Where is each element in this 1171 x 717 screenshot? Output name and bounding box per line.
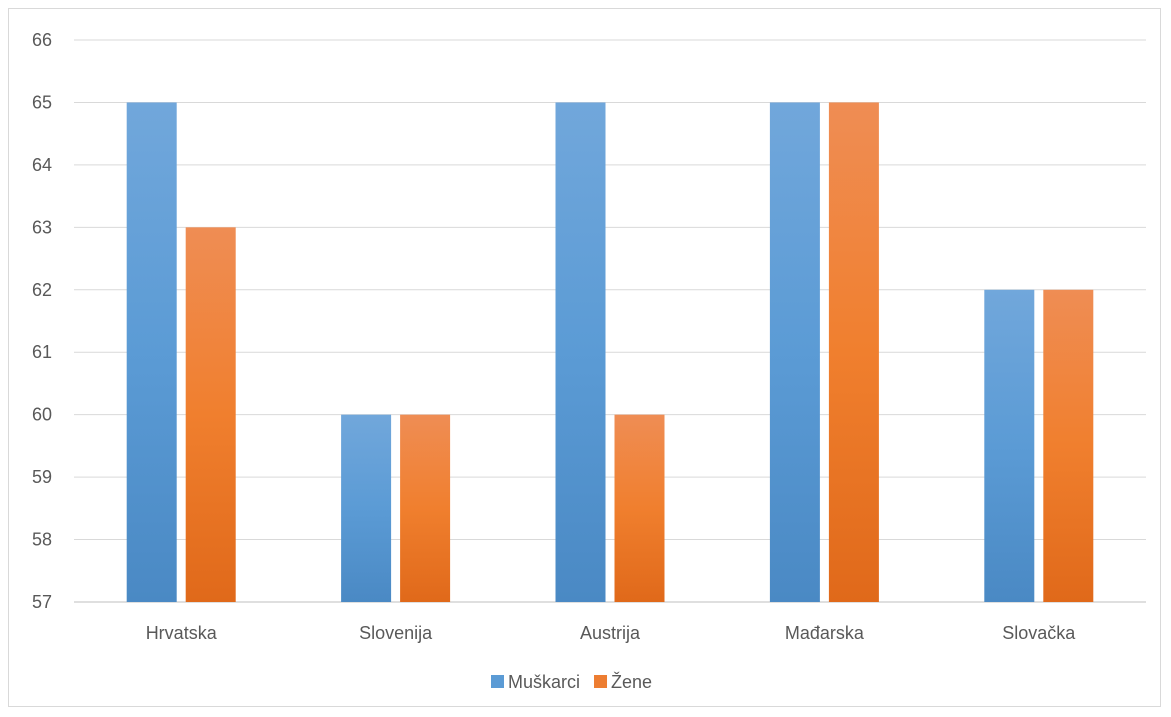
bar-muskarci	[984, 289, 1035, 602]
x-axis-ticks: Hrvatska Slovenija Austrija Mađarska Slovačk…	[146, 623, 1077, 643]
bar-zene	[614, 414, 665, 602]
x-tick-label: Hrvatska	[146, 623, 218, 643]
legend-label: Žene	[611, 672, 652, 692]
y-tick-label: 61	[32, 342, 52, 362]
bars	[126, 102, 1094, 603]
legend-swatch	[491, 675, 504, 688]
y-tick-label: 58	[32, 530, 52, 550]
bar-muskarci	[555, 102, 606, 602]
y-tick-label: 64	[32, 155, 52, 175]
legend-label: Muškarci	[508, 672, 580, 692]
y-tick-label: 63	[32, 217, 52, 237]
x-tick-label: Mađarska	[785, 623, 865, 643]
x-tick-label: Slovenija	[359, 623, 433, 643]
y-tick-label: 57	[32, 592, 52, 612]
bar-zene	[828, 102, 879, 602]
x-tick-label: Slovačka	[1002, 623, 1076, 643]
legend-swatch	[594, 675, 608, 688]
x-tick-label: Austrija	[580, 623, 641, 643]
legend: Muškarci Žene	[491, 672, 652, 692]
y-tick-label: 65	[32, 92, 52, 112]
bar-muskarci	[126, 102, 177, 602]
y-tick-label: 59	[32, 467, 52, 487]
bar-muskarci	[769, 102, 820, 602]
y-tick-label: 60	[32, 405, 52, 425]
bar-zene	[400, 414, 451, 602]
bar-muskarci	[341, 414, 392, 602]
bar-zene	[1043, 289, 1094, 602]
bar-zene	[185, 227, 236, 603]
gridlines	[74, 39, 1146, 603]
y-tick-label: 62	[32, 280, 52, 300]
y-axis-ticks: 57 58 59 60 61 62 63 64 65 66	[32, 30, 52, 612]
y-tick-label: 66	[32, 30, 52, 50]
